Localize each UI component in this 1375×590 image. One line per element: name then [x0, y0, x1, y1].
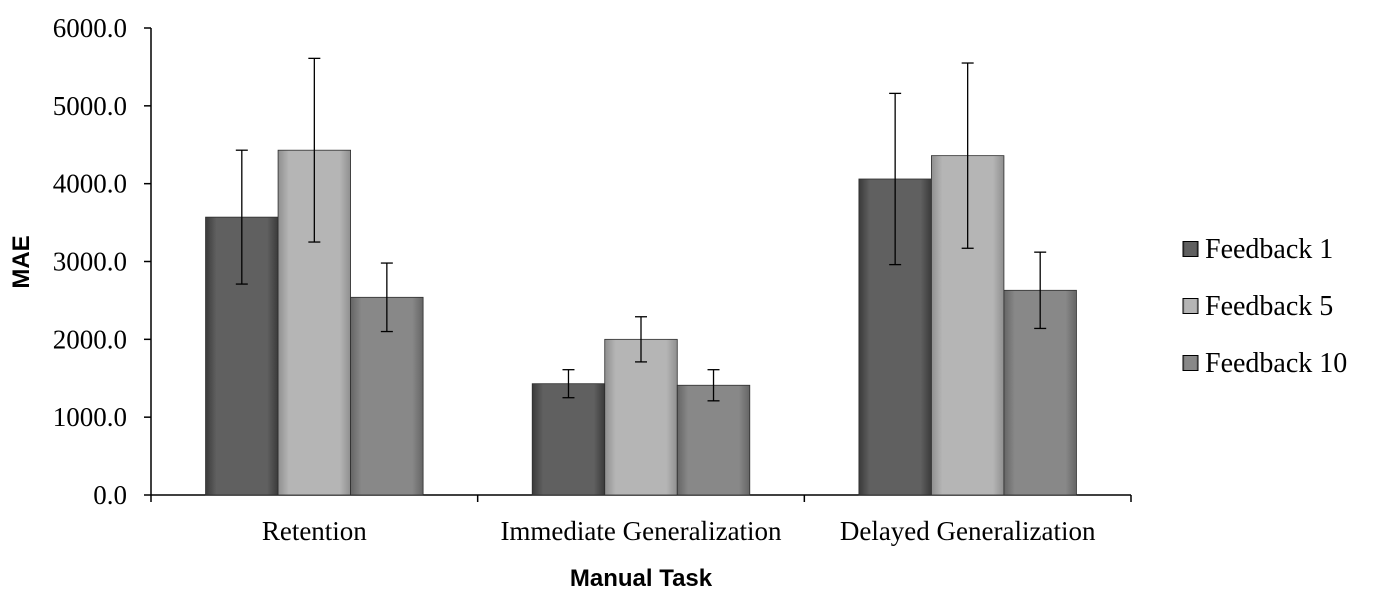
y-tick-label: 1000.0 — [53, 402, 127, 432]
bar-feedback-1 — [531, 383, 606, 496]
y-tick-label: 6000.0 — [53, 13, 127, 43]
x-category-label: Delayed Generalization — [840, 516, 1096, 546]
error-bar — [562, 369, 575, 399]
y-tick-label: 5000.0 — [53, 91, 127, 121]
legend-label: Feedback 10 — [1205, 348, 1347, 379]
x-category-label: Immediate Generalization — [500, 516, 782, 546]
legend-swatch — [1182, 355, 1199, 371]
x-axis — [150, 494, 1132, 502]
error-bar — [380, 262, 393, 333]
y-tick-label: 2000.0 — [53, 324, 127, 354]
category-labels: Retention Immediate Generalization Delayed… — [262, 516, 1096, 546]
y-axis: 0.0 1000.0 2000.0 3000.0 4000.0 5000.0 6000.0 — [53, 13, 152, 510]
error-bar — [635, 316, 647, 363]
x-axis-title: Manual Task — [570, 565, 713, 590]
y-tick-label: 3000.0 — [53, 247, 127, 277]
legend-item: Feedback 5 — [1182, 291, 1333, 322]
error-bar — [308, 57, 321, 243]
y-tick-label: 4000.0 — [53, 169, 127, 199]
legend-swatch — [1182, 241, 1199, 257]
error-bar — [707, 369, 720, 402]
error-bars-group — [235, 57, 1047, 402]
legend: Feedback 1 Feedback 5 Feedback 10 — [1182, 234, 1347, 379]
bar-feedback-10 — [676, 384, 751, 496]
error-bar — [889, 92, 902, 266]
error-bar — [961, 62, 974, 249]
y-tick-label: 0.0 — [93, 480, 127, 510]
bar-feedback-5 — [604, 338, 678, 496]
x-category-label: Retention — [262, 516, 367, 546]
error-bar — [1034, 251, 1047, 330]
legend-item: Feedback 10 — [1182, 348, 1347, 379]
error-bar — [235, 149, 248, 285]
legend-label: Feedback 5 — [1205, 291, 1333, 322]
y-axis-title: MAE — [8, 235, 35, 288]
legend-swatch — [1182, 298, 1199, 314]
legend-label: Feedback 1 — [1205, 234, 1333, 265]
legend-item: Feedback 1 — [1182, 234, 1333, 265]
